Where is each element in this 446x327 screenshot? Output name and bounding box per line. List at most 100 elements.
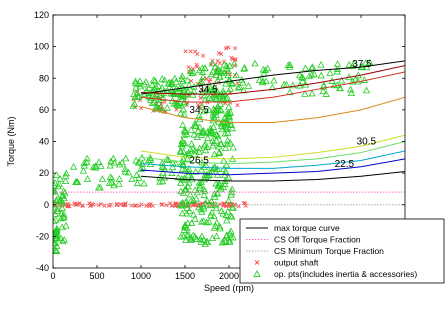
op-point bbox=[198, 64, 206, 72]
op-point bbox=[116, 160, 124, 168]
op-point bbox=[219, 93, 227, 101]
op-point bbox=[160, 173, 169, 181]
efficiency-contour-6 bbox=[140, 141, 405, 165]
op-point bbox=[135, 93, 143, 101]
op-point bbox=[301, 90, 309, 97]
op-point bbox=[362, 59, 370, 66]
op-point bbox=[183, 154, 192, 162]
op-point bbox=[200, 163, 208, 170]
op-point bbox=[53, 171, 61, 178]
op-point bbox=[128, 175, 136, 182]
op-point bbox=[221, 129, 229, 137]
op-point bbox=[132, 83, 140, 91]
op-point bbox=[72, 178, 80, 185]
op-point bbox=[201, 146, 210, 154]
output-shaft-point bbox=[217, 202, 223, 207]
op-point bbox=[53, 216, 60, 223]
op-point bbox=[53, 239, 58, 247]
output-shaft-point bbox=[174, 201, 179, 206]
x-tick-label: 500 bbox=[89, 271, 104, 281]
output-shaft-point bbox=[235, 103, 240, 108]
op-point bbox=[196, 235, 205, 242]
output-shaft-point bbox=[102, 203, 107, 208]
op-point bbox=[189, 231, 197, 239]
op-point bbox=[195, 66, 204, 74]
op-point bbox=[223, 136, 232, 144]
output-shaft-point bbox=[123, 201, 128, 206]
op-point bbox=[181, 221, 189, 228]
output-shaft-point bbox=[223, 46, 229, 51]
op-point bbox=[227, 227, 235, 235]
efficiency-contour-3 bbox=[140, 171, 405, 182]
op-point bbox=[147, 93, 155, 101]
op-point bbox=[207, 197, 216, 204]
op-point bbox=[91, 163, 100, 171]
op-point bbox=[148, 81, 157, 88]
op-point bbox=[308, 89, 316, 97]
op-point bbox=[180, 131, 188, 139]
op-point bbox=[205, 106, 213, 113]
op-point bbox=[200, 141, 208, 149]
y-tick-label: 0 bbox=[44, 200, 49, 210]
op-point bbox=[228, 124, 237, 132]
output-shaft-point bbox=[198, 95, 203, 101]
op-point bbox=[97, 162, 105, 169]
op-point bbox=[57, 214, 65, 222]
op-point bbox=[184, 171, 193, 179]
op-point bbox=[161, 76, 169, 84]
op-point bbox=[203, 196, 211, 204]
op-point bbox=[131, 93, 139, 101]
op-point bbox=[170, 99, 178, 107]
op-point bbox=[200, 191, 208, 198]
legend-label: output shaft bbox=[274, 258, 319, 268]
op-point bbox=[215, 149, 223, 157]
op-point bbox=[226, 212, 235, 219]
op-point bbox=[215, 67, 223, 74]
op-point bbox=[224, 196, 233, 204]
op-point bbox=[212, 232, 221, 239]
op-point bbox=[59, 213, 68, 221]
op-point bbox=[182, 236, 190, 243]
op-point bbox=[140, 179, 148, 187]
op-point bbox=[183, 76, 191, 84]
op-point bbox=[190, 130, 198, 138]
output-shaft-point bbox=[144, 203, 149, 208]
output-shaft-point bbox=[196, 102, 201, 107]
op-point bbox=[217, 106, 225, 114]
op-point bbox=[181, 186, 189, 193]
op-point bbox=[208, 127, 216, 135]
op-point bbox=[53, 227, 60, 235]
op-point bbox=[53, 187, 59, 195]
op-point bbox=[289, 81, 297, 89]
op-point bbox=[115, 180, 123, 187]
op-point bbox=[149, 87, 158, 94]
op-point bbox=[191, 119, 199, 127]
op-point bbox=[139, 164, 147, 172]
contour-label: 34.5 bbox=[198, 84, 218, 95]
op-point bbox=[301, 64, 310, 72]
contour-label: 34.5 bbox=[189, 105, 209, 116]
op-point bbox=[209, 105, 218, 113]
op-point bbox=[196, 182, 204, 189]
op-point bbox=[171, 74, 179, 82]
op-point bbox=[135, 174, 143, 181]
op-point bbox=[199, 202, 208, 210]
op-point bbox=[173, 101, 182, 108]
op-point bbox=[191, 215, 199, 222]
op-point bbox=[60, 210, 68, 218]
op-point bbox=[56, 174, 64, 182]
op-point bbox=[58, 197, 66, 205]
op-point bbox=[268, 83, 277, 91]
op-point bbox=[131, 77, 140, 85]
output-shaft-point bbox=[183, 49, 188, 54]
op-point bbox=[79, 167, 88, 174]
op-point bbox=[202, 85, 211, 93]
op-point bbox=[270, 76, 278, 84]
op-point bbox=[168, 80, 176, 87]
op-point bbox=[109, 154, 118, 162]
op-point bbox=[186, 233, 194, 241]
op-point bbox=[83, 154, 91, 162]
op-point bbox=[228, 213, 236, 220]
op-point bbox=[222, 62, 231, 69]
max-torque-curve-line bbox=[140, 60, 405, 95]
